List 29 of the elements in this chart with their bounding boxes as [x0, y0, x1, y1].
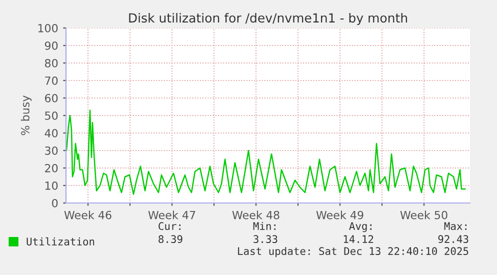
- text: 14.12: [344, 235, 374, 243]
- y-tick-label: 90: [44, 41, 58, 50]
- text: 8.39: [158, 235, 182, 244]
- text: Cur:: [158, 222, 180, 230]
- line-series: [66, 110, 466, 195]
- x-tick-label: Week 50: [400, 210, 448, 220]
- chart-title: Disk utilization for /dev/nvme1n1 - by month: [129, 12, 408, 26]
- y-tick-label: 60: [45, 94, 58, 102]
- text: Avg:: [349, 222, 372, 232]
- x-tick-label: Week 46: [64, 210, 112, 220]
- y-tick-label: 20: [45, 164, 58, 172]
- x-tick-label: Week 47: [148, 210, 196, 220]
- y-tick-label: 0: [52, 198, 58, 208]
- text: Max:: [444, 222, 466, 230]
- x-tick-label: Week 49: [316, 210, 364, 220]
- y-tick-label: 70: [45, 76, 58, 85]
- text: Last update: Sat Dec 13 22:40:10 2025: [238, 246, 468, 258]
- y-tick-label: 50: [45, 111, 58, 120]
- text: Min:: [253, 222, 276, 230]
- y-axis-title: % busy: [20, 96, 32, 136]
- y-tick-label: 10: [45, 181, 58, 190]
- y-tick-label: 30: [45, 146, 58, 155]
- y-tick-label: 40: [44, 128, 58, 138]
- x-tick-label: Week 48: [232, 210, 280, 220]
- text: 3.33: [254, 235, 278, 244]
- y-tick-label: 100: [38, 24, 58, 32]
- legend-label: Utilization: [26, 237, 94, 246]
- y-tick-label: 80: [44, 58, 58, 68]
- text: 92.43: [438, 235, 468, 244]
